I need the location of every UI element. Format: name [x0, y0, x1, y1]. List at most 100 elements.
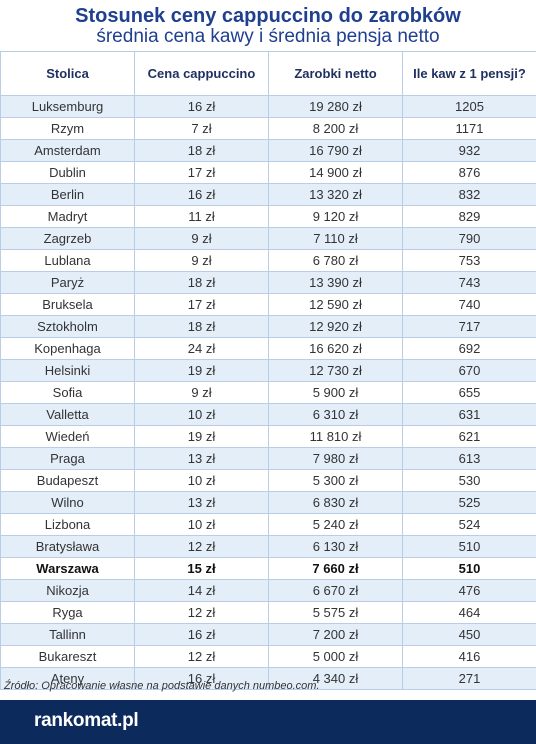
cell-stolica: Helsinki — [0, 359, 135, 382]
cell-ile-kaw: 524 — [402, 513, 536, 536]
header-cena-cappuccino: Cena cappuccino — [134, 51, 269, 96]
cell-ile-kaw: 1171 — [402, 117, 536, 140]
cell-zarobki-netto: 12 730 zł — [268, 359, 403, 382]
cell-cena-cappuccino: 12 zł — [134, 601, 269, 624]
cell-zarobki-netto: 12 590 zł — [268, 293, 403, 316]
cell-ile-kaw: 621 — [402, 425, 536, 448]
chart-title: Stosunek ceny cappuccino do zarobków — [75, 5, 461, 27]
cell-zarobki-netto: 5 300 zł — [268, 469, 403, 492]
cell-cena-cappuccino: 19 zł — [134, 359, 269, 382]
cell-zarobki-netto: 7 200 zł — [268, 623, 403, 646]
cell-ile-kaw: 530 — [402, 469, 536, 492]
table-row: Helsinki 19 zł 12 730 zł 670 — [0, 359, 536, 382]
cell-ile-kaw: 717 — [402, 315, 536, 338]
table-row: Ateny 16 zł 4 340 zł 271 — [0, 667, 536, 690]
cell-ile-kaw: 271 — [402, 667, 536, 690]
table-body: Luksemburg 16 zł 19 280 zł 1205 Rzym 7 zł 8 20… — [0, 95, 536, 690]
cell-ile-kaw: 743 — [402, 271, 536, 294]
cell-zarobki-netto: 12 920 zł — [268, 315, 403, 338]
cell-stolica: Rzym — [0, 117, 135, 140]
cell-ile-kaw: 510 — [402, 557, 536, 580]
cell-ile-kaw: 525 — [402, 491, 536, 514]
cell-zarobki-netto: 4 340 zł — [268, 667, 403, 690]
cell-ile-kaw: 510 — [402, 535, 536, 558]
cell-zarobki-netto: 5 575 zł — [268, 601, 403, 624]
cell-ile-kaw: 832 — [402, 183, 536, 206]
cell-cena-cappuccino: 15 zł — [134, 557, 269, 580]
cell-zarobki-netto: 13 320 zł — [268, 183, 403, 206]
cell-cena-cappuccino: 13 zł — [134, 491, 269, 514]
cell-cena-cappuccino: 18 zł — [134, 139, 269, 162]
cell-zarobki-netto: 5 000 zł — [268, 645, 403, 668]
cell-cena-cappuccino: 24 zł — [134, 337, 269, 360]
cell-stolica: Lublana — [0, 249, 135, 272]
cell-stolica: Sofia — [0, 381, 135, 404]
cell-ile-kaw: 1205 — [402, 95, 536, 118]
cell-zarobki-netto: 9 120 zł — [268, 205, 403, 228]
cell-stolica: Warszawa — [0, 557, 135, 580]
cell-zarobki-netto: 16 620 zł — [268, 337, 403, 360]
header-stolica: Stolica — [0, 51, 135, 96]
cell-cena-cappuccino: 10 zł — [134, 403, 269, 426]
table-row: Lublana 9 zł 6 780 zł 753 — [0, 249, 536, 272]
cell-zarobki-netto: 6 130 zł — [268, 535, 403, 558]
cell-cena-cappuccino: 18 zł — [134, 271, 269, 294]
table-row: Kopenhaga 24 zł 16 620 zł 692 — [0, 337, 536, 360]
cell-zarobki-netto: 13 390 zł — [268, 271, 403, 294]
cell-ile-kaw: 790 — [402, 227, 536, 250]
cell-ile-kaw: 631 — [402, 403, 536, 426]
cell-ile-kaw: 450 — [402, 623, 536, 646]
footer-bar: rankomat.pl — [0, 700, 536, 744]
table-row: Madryt 11 zł 9 120 zł 829 — [0, 205, 536, 228]
cell-zarobki-netto: 5 900 zł — [268, 381, 403, 404]
cell-stolica: Bratysława — [0, 535, 135, 558]
cell-cena-cappuccino: 16 zł — [134, 183, 269, 206]
table-row: Ryga 12 zł 5 575 zł 464 — [0, 601, 536, 624]
table-row: Nikozja 14 zł 6 670 zł 476 — [0, 579, 536, 602]
cell-ile-kaw: 670 — [402, 359, 536, 382]
cell-cena-cappuccino: 12 zł — [134, 535, 269, 558]
cell-cena-cappuccino: 17 zł — [134, 293, 269, 316]
source-note: Źródło: Opracowanie własne na podstawie … — [4, 680, 320, 692]
cell-cena-cappuccino: 9 zł — [134, 381, 269, 404]
cell-stolica: Bukareszt — [0, 645, 135, 668]
data-table: Stolica Cena cappuccino Zarobki netto Il… — [0, 51, 536, 690]
cell-ile-kaw: 613 — [402, 447, 536, 470]
cell-zarobki-netto: 7 980 zł — [268, 447, 403, 470]
table-row: Amsterdam 18 zł 16 790 zł 932 — [0, 139, 536, 162]
cell-stolica: Ateny — [0, 667, 135, 690]
cell-stolica: Wiedeń — [0, 425, 135, 448]
cell-stolica: Budapeszt — [0, 469, 135, 492]
cell-ile-kaw: 932 — [402, 139, 536, 162]
cell-ile-kaw: 753 — [402, 249, 536, 272]
chart-subtitle: średnia cena kawy i średnia pensja netto — [96, 26, 440, 47]
cell-stolica: Wilno — [0, 491, 135, 514]
table-row: Bruksela 17 zł 12 590 zł 740 — [0, 293, 536, 316]
cell-stolica: Zagrzeb — [0, 227, 135, 250]
cell-cena-cappuccino: 14 zł — [134, 579, 269, 602]
cell-zarobki-netto: 19 280 zł — [268, 95, 403, 118]
cell-zarobki-netto: 5 240 zł — [268, 513, 403, 536]
cell-cena-cappuccino: 11 zł — [134, 205, 269, 228]
cell-stolica: Valletta — [0, 403, 135, 426]
cell-stolica: Dublin — [0, 161, 135, 184]
cell-stolica: Nikozja — [0, 579, 135, 602]
cell-stolica: Ryga — [0, 601, 135, 624]
table-row: Sofia 9 zł 5 900 zł 655 — [0, 381, 536, 404]
cell-stolica: Kopenhaga — [0, 337, 135, 360]
cell-stolica: Lizbona — [0, 513, 135, 536]
cell-zarobki-netto: 11 810 zł — [268, 425, 403, 448]
cell-stolica: Amsterdam — [0, 139, 135, 162]
brand-logo[interactable]: rankomat.pl — [34, 710, 139, 731]
cell-zarobki-netto: 6 310 zł — [268, 403, 403, 426]
cell-ile-kaw: 476 — [402, 579, 536, 602]
table-row: Praga 13 zł 7 980 zł 613 — [0, 447, 536, 470]
table-row: Luksemburg 16 zł 19 280 zł 1205 — [0, 95, 536, 118]
table-row: Rzym 7 zł 8 200 zł 1171 — [0, 117, 536, 140]
cell-ile-kaw: 655 — [402, 381, 536, 404]
cell-stolica: Berlin — [0, 183, 135, 206]
cell-cena-cappuccino: 7 zł — [134, 117, 269, 140]
cell-zarobki-netto: 6 780 zł — [268, 249, 403, 272]
cell-cena-cappuccino: 9 zł — [134, 249, 269, 272]
header-row: Stolica Cena cappuccino Zarobki netto Il… — [0, 51, 536, 96]
